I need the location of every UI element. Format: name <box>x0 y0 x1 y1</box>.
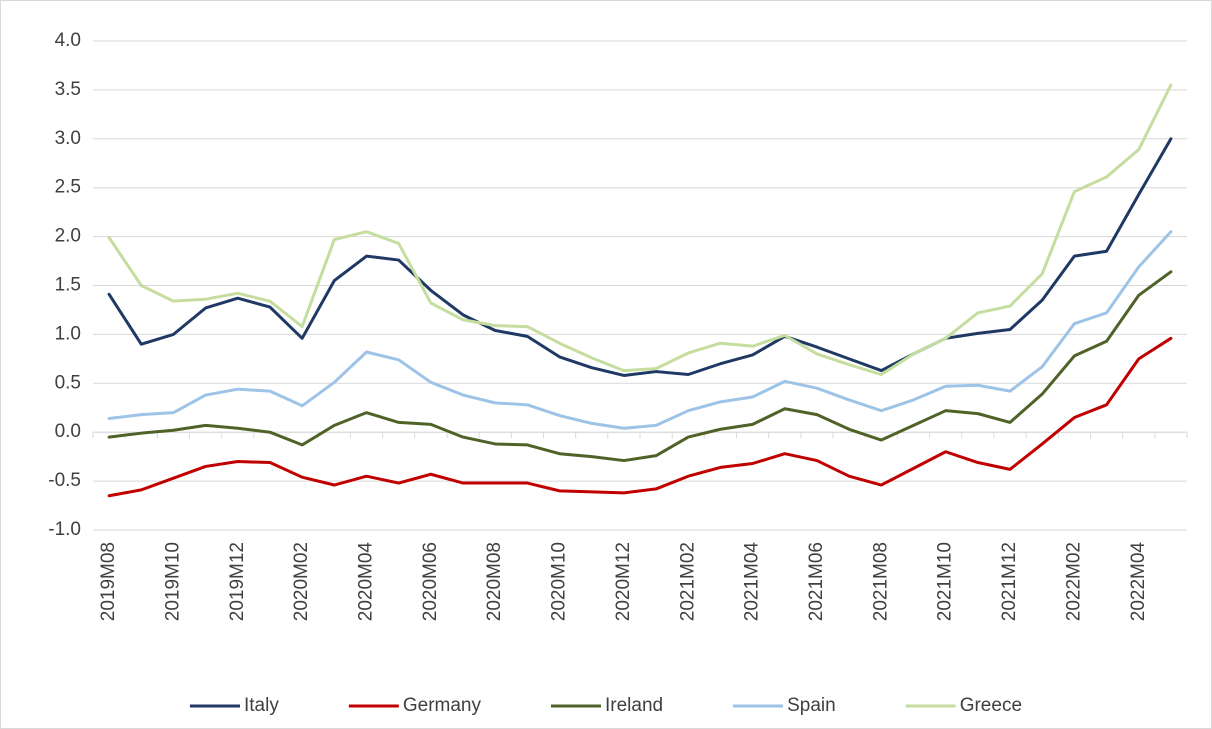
series-line <box>107 336 1173 498</box>
x-tick-label: 2021M04 <box>742 542 763 622</box>
y-tick-label: 2.5 <box>55 177 81 198</box>
y-tick-label: 3.0 <box>55 128 81 149</box>
series-line <box>107 270 1173 463</box>
x-tick-label: 2019M10 <box>162 542 183 621</box>
x-tick-label: 2020M02 <box>291 542 312 621</box>
x-tick-label: 2021M06 <box>806 542 827 621</box>
x-tick-label: 2020M04 <box>356 542 377 622</box>
y-tick-label: 4.0 <box>55 30 81 51</box>
legend-label: Ireland <box>605 695 663 716</box>
legend-label: Greece <box>960 695 1022 716</box>
x-tick-label: 2021M02 <box>677 542 698 621</box>
x-tick-label: 2020M10 <box>549 542 570 621</box>
series-line <box>107 83 1173 376</box>
x-tick-label: 2021M12 <box>999 542 1020 621</box>
y-tick-label: 1.5 <box>55 275 81 296</box>
y-tick-label: 0.0 <box>55 421 81 442</box>
y-tick-label: -1.0 <box>48 519 81 540</box>
x-tick-label: 2020M08 <box>484 542 505 621</box>
x-tick-label: 2019M08 <box>98 542 119 621</box>
x-tick-label: 2022M04 <box>1128 542 1149 622</box>
y-tick-label: 0.5 <box>55 372 81 393</box>
series-line <box>107 137 1173 377</box>
x-tick-label: 2020M06 <box>420 542 441 621</box>
y-tick-label: -0.5 <box>48 470 81 491</box>
y-tick-label: 1.0 <box>55 323 81 344</box>
y-tick-label: 2.0 <box>55 226 81 247</box>
x-tick-label: 2019M12 <box>227 542 248 621</box>
x-tick-label: 2021M10 <box>935 542 956 621</box>
x-tick-label: 2020M12 <box>613 542 634 621</box>
legend-label: Germany <box>403 695 482 716</box>
series-line <box>107 230 1173 430</box>
x-tick-label: 2021M08 <box>870 542 891 621</box>
y-tick-label: 3.5 <box>55 79 81 100</box>
x-tick-label: 2022M02 <box>1063 542 1084 621</box>
legend-label: Italy <box>244 695 279 716</box>
legend-label: Spain <box>787 695 836 716</box>
